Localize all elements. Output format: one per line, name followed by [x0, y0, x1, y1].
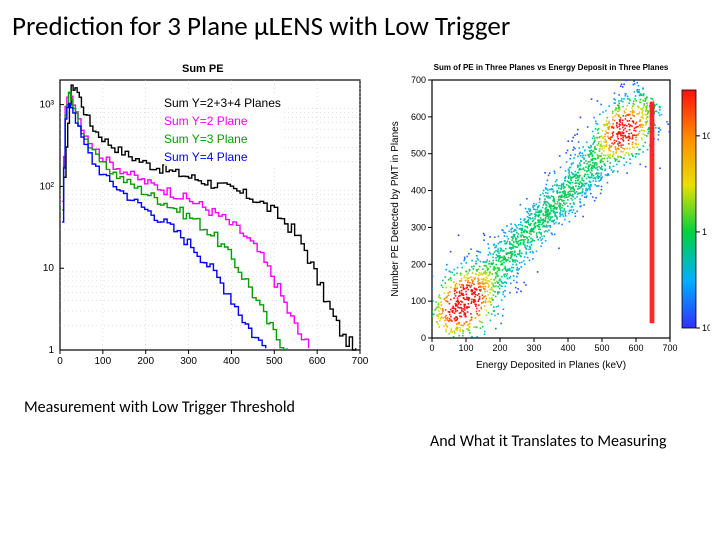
legend-item: Sum Y=2 Plane — [164, 112, 281, 130]
svg-text:10: 10 — [702, 131, 710, 141]
svg-text:0: 0 — [57, 356, 63, 367]
svg-text:100: 100 — [458, 343, 473, 353]
charts-row: Sum PE11010²10³0100200300400500600700 Su… — [10, 60, 710, 400]
svg-text:700: 700 — [411, 75, 426, 85]
svg-text:10³: 10³ — [40, 100, 55, 111]
legend-box: Sum Y=2+3+4 PlanesSum Y=2 PlaneSum Y=3 P… — [164, 94, 281, 166]
svg-text:200: 200 — [137, 356, 154, 367]
svg-text:300: 300 — [411, 222, 426, 232]
left-caption: Measurement with Low Trigger Threshold — [24, 398, 295, 417]
svg-text:100: 100 — [95, 356, 112, 367]
svg-text:10⁻¹: 10⁻¹ — [702, 323, 710, 333]
svg-text:300: 300 — [526, 343, 541, 353]
right-caption: And What it Translates to Measuring — [430, 432, 666, 451]
svg-text:Energy Deposited in Planes (ke: Energy Deposited in Planes (keV) — [476, 360, 626, 371]
svg-text:600: 600 — [309, 356, 326, 367]
svg-text:600: 600 — [411, 112, 426, 122]
svg-text:300: 300 — [180, 356, 197, 367]
svg-text:600: 600 — [628, 343, 643, 353]
svg-text:500: 500 — [266, 356, 283, 367]
legend-item: Sum Y=2+3+4 Planes — [164, 94, 281, 112]
legend-item: Sum Y=3 Plane — [164, 130, 281, 148]
svg-text:100: 100 — [411, 296, 426, 306]
slide-title: Prediction for 3 Plane μLENS with Low Tr… — [12, 10, 708, 43]
svg-text:Sum of PE in Three Planes vs E: Sum of PE in Three Planes vs Energy Depo… — [434, 63, 669, 72]
svg-text:500: 500 — [594, 343, 609, 353]
svg-text:200: 200 — [492, 343, 507, 353]
svg-text:0: 0 — [421, 333, 426, 343]
svg-text:10²: 10² — [40, 181, 55, 192]
legend-item: Sum Y=4 Plane — [164, 148, 281, 166]
svg-text:1: 1 — [48, 345, 54, 356]
left-histogram-chart: Sum PE 1 10 10² 10³ 0 100 200 300 400 500 600 700 Su… — [10, 60, 380, 380]
svg-text:700: 700 — [352, 356, 369, 367]
svg-text:500: 500 — [411, 149, 426, 159]
svg-text:10: 10 — [43, 263, 55, 274]
svg-text:1: 1 — [702, 227, 707, 237]
svg-text:400: 400 — [411, 186, 426, 196]
svg-text:700: 700 — [662, 343, 677, 353]
svg-text:200: 200 — [411, 259, 426, 269]
svg-text:0: 0 — [429, 343, 434, 353]
svg-text:400: 400 — [223, 356, 240, 367]
svg-text:400: 400 — [560, 343, 575, 353]
right-scatter-svg: Sum of PE in Three Planes vs Energy Depo… — [386, 60, 710, 380]
svg-text:Number PE Detected by PMT in P: Number PE Detected by PMT in Planes — [390, 121, 401, 296]
right-scatter-chart: Sum of PE in Three Planes vs Energy Depo… — [386, 60, 710, 380]
svg-text:Sum PE: Sum PE — [182, 63, 224, 75]
